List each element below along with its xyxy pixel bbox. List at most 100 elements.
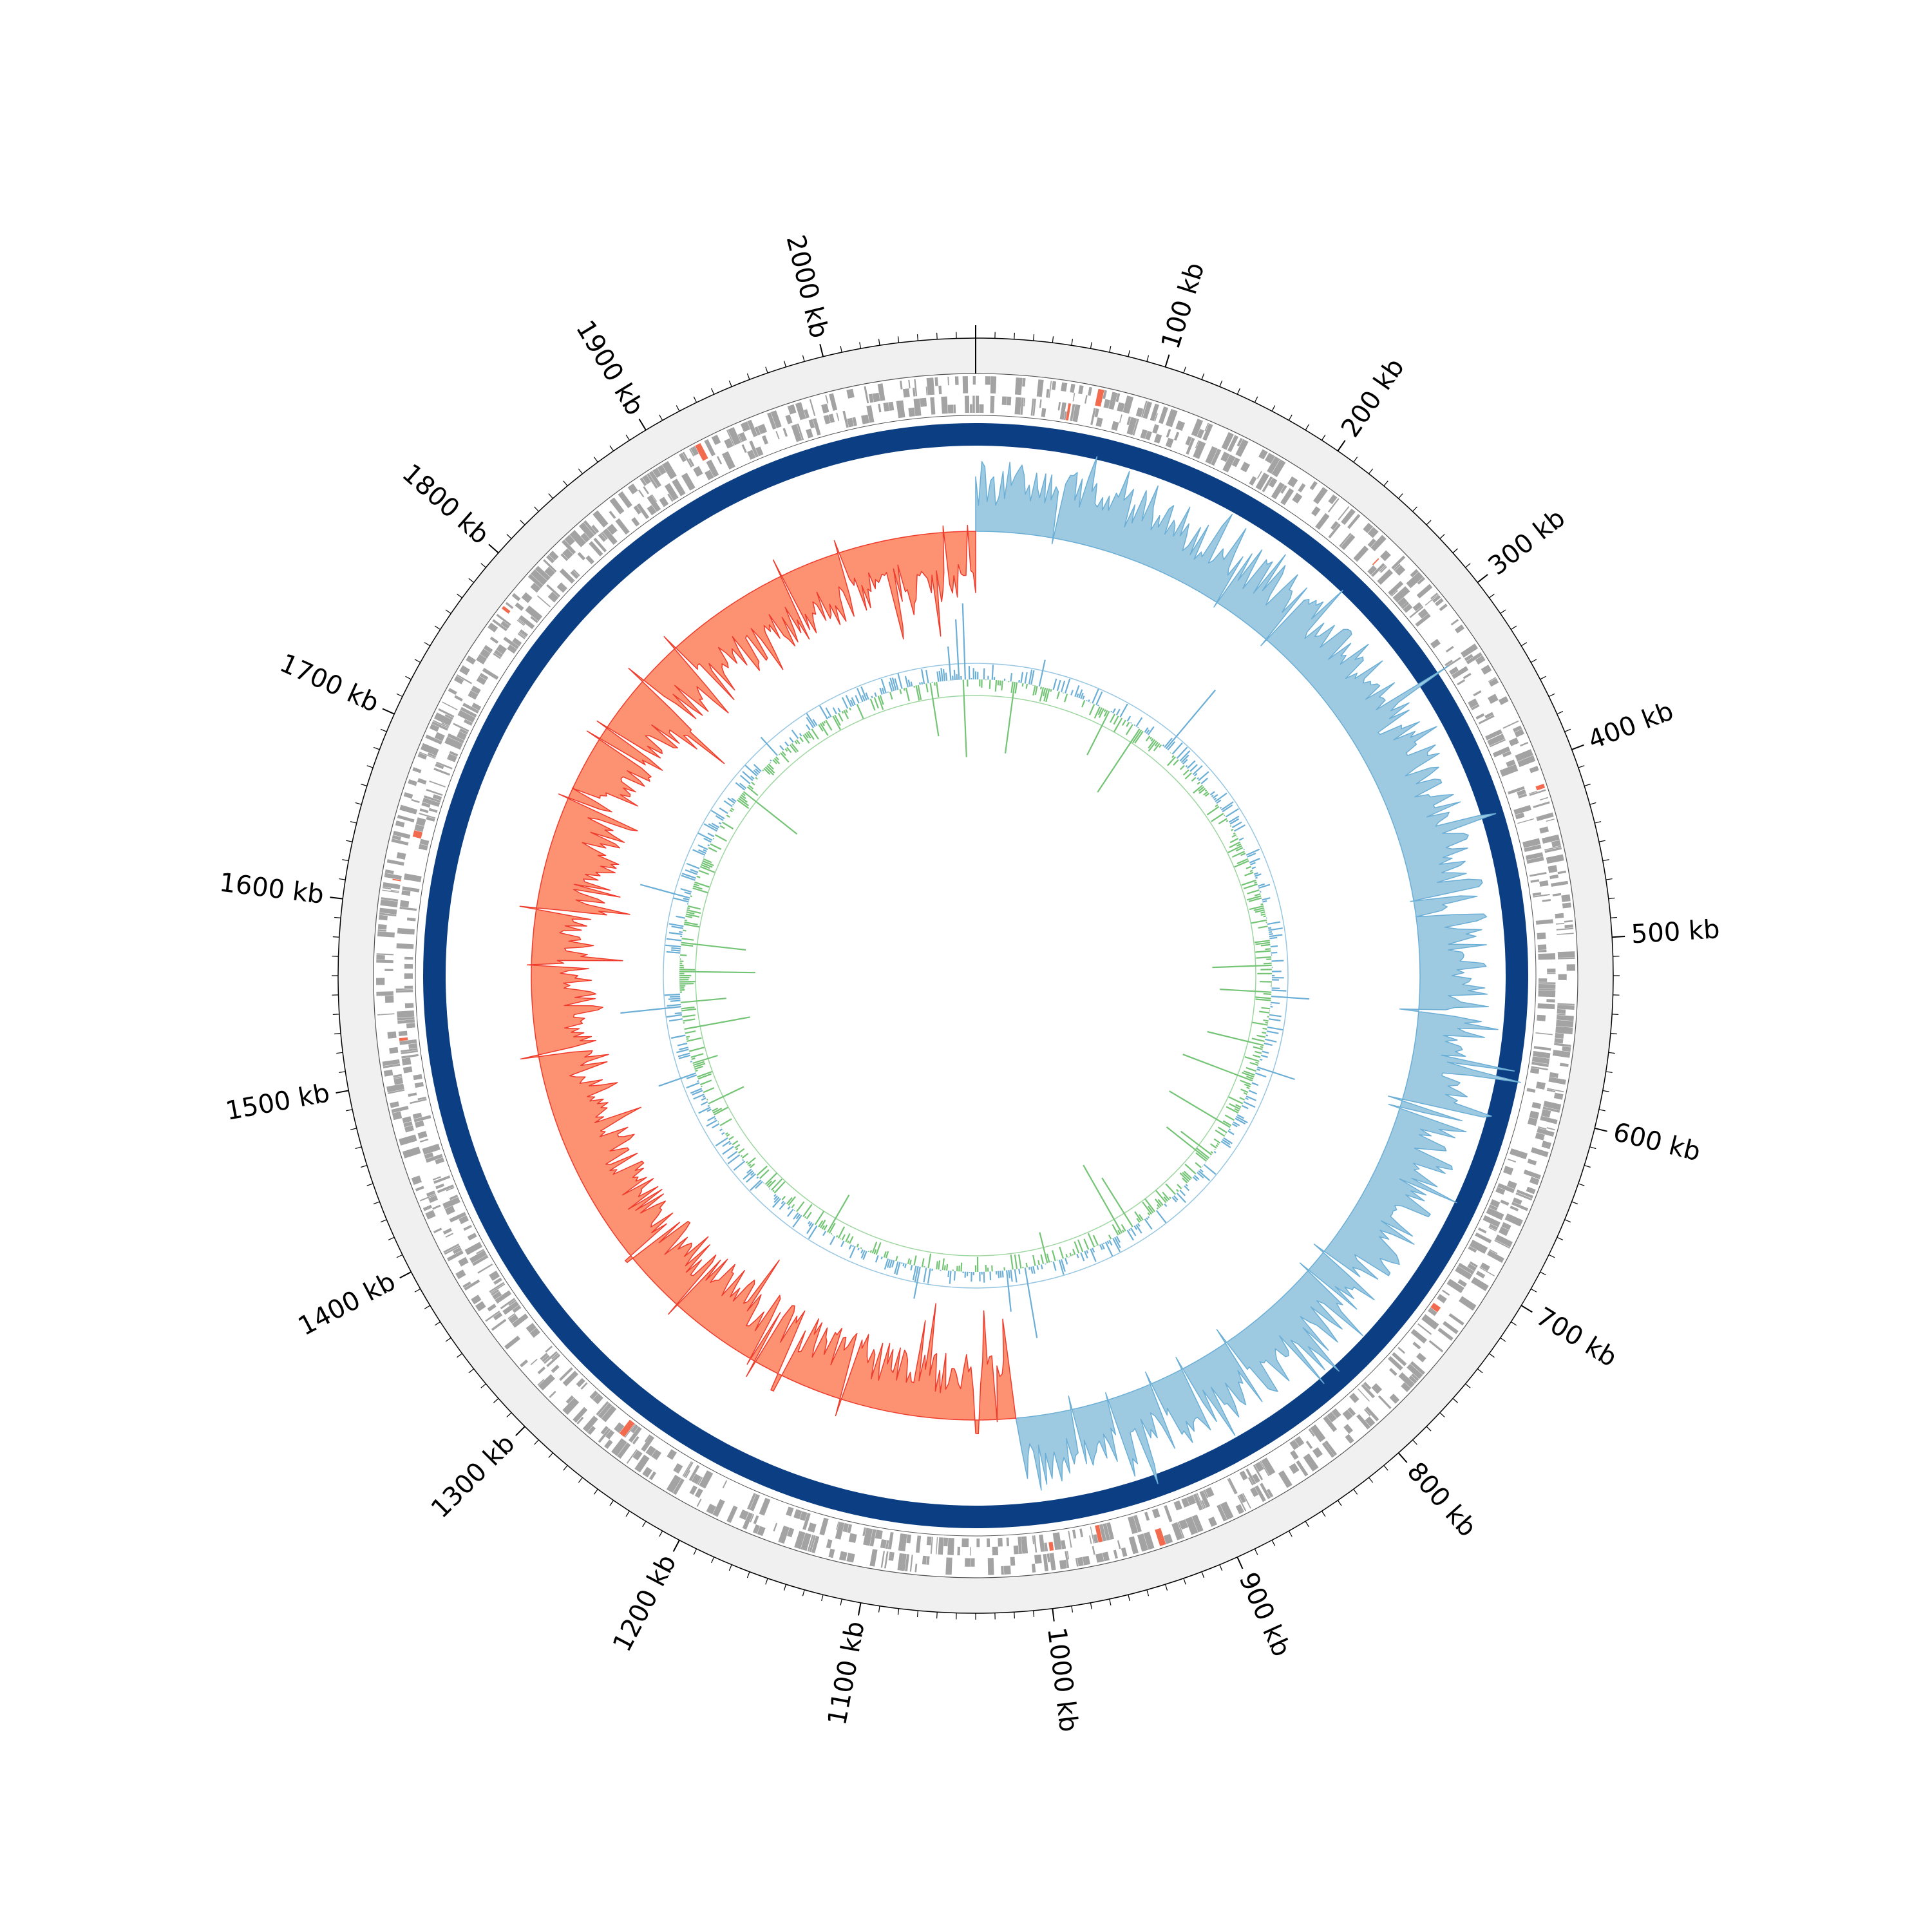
minor-tick [1183, 366, 1186, 374]
reverse-feature [1222, 454, 1236, 473]
reverse-feature [503, 636, 519, 650]
reverse-feature [507, 644, 517, 654]
reverse-feature [1538, 949, 1547, 952]
reverse-feature [624, 1423, 636, 1438]
reverse-feature [887, 1531, 894, 1549]
minor-tick [711, 388, 715, 395]
reverse-feature [1486, 1207, 1504, 1220]
reverse-feature [938, 1537, 944, 1555]
forward-feature [389, 1046, 399, 1054]
reverse-feature [1533, 893, 1550, 898]
reverse-feature [852, 417, 857, 426]
forward-feature [1459, 1296, 1477, 1311]
forward-feature [1437, 1327, 1454, 1341]
reverse-feature [1094, 408, 1099, 418]
forward-feature [908, 379, 911, 389]
minor-tick [332, 1014, 339, 1015]
reverse-feature [1211, 448, 1222, 466]
forward-feature [767, 412, 777, 430]
reverse-feature [1488, 1227, 1497, 1232]
gc-skew-negative [519, 525, 1017, 1435]
reverse-feature [397, 1017, 415, 1021]
reverse-feature [1446, 657, 1461, 668]
reverse-feature [1048, 1542, 1054, 1551]
reverse-feature [1538, 990, 1556, 998]
minor-tick [520, 520, 526, 526]
forward-feature [649, 1471, 657, 1481]
reverse-feature [806, 428, 813, 439]
reverse-feature [1201, 1500, 1206, 1509]
reverse-feature [1478, 715, 1495, 724]
forward-feature [1370, 535, 1387, 552]
forward-feature [1338, 506, 1350, 520]
reverse-feature [1013, 1545, 1019, 1555]
reverse-feature [1488, 1204, 1498, 1211]
minor-tick [396, 693, 403, 697]
reverse-feature [428, 808, 438, 813]
reverse-feature [401, 1048, 418, 1053]
forward-feature [1481, 665, 1492, 675]
forward-feature [544, 567, 555, 578]
minor-tick [1426, 1426, 1432, 1432]
major-tick [1397, 1452, 1408, 1463]
minor-tick [468, 1368, 475, 1374]
reverse-feature [1469, 1261, 1478, 1268]
reverse-feature [1256, 471, 1262, 479]
minor-tick [676, 405, 680, 412]
minor-tick [1564, 728, 1571, 732]
reverse-feature [836, 412, 840, 421]
reverse-feature [1231, 457, 1240, 468]
forward-feature [1258, 449, 1268, 460]
reverse-feature [782, 428, 788, 437]
reverse-feature [1072, 404, 1081, 422]
minor-tick [457, 593, 462, 598]
reverse-feature [1531, 1102, 1542, 1110]
reverse-feature [1290, 1450, 1299, 1460]
reverse-feature [540, 1352, 548, 1361]
forward-feature [426, 1190, 436, 1197]
reverse-feature [408, 1092, 417, 1097]
forward-feature [393, 1076, 402, 1079]
forward-feature [1141, 401, 1148, 418]
reverse-feature [941, 396, 948, 414]
reverse-feature [1181, 1497, 1190, 1508]
forward-feature [377, 931, 395, 938]
forward-feature [1439, 603, 1448, 611]
forward-feature [1555, 1026, 1573, 1035]
reverse-feature [869, 1529, 876, 1547]
forward-feature [391, 1106, 409, 1113]
minor-tick [1500, 1337, 1506, 1342]
reverse-feature [943, 1537, 949, 1547]
forward-feature [1535, 784, 1546, 791]
reverse-feature [1506, 1180, 1517, 1189]
reverse-feature [747, 1493, 757, 1510]
reverse-feature [491, 1289, 500, 1296]
reverse-feature [1342, 1409, 1353, 1421]
forward-feature [1547, 1088, 1564, 1093]
forward-feature [1163, 1533, 1173, 1544]
forward-feature [1177, 1521, 1185, 1539]
reverse-feature [399, 1039, 417, 1045]
reverse-feature [1437, 1294, 1447, 1303]
reverse-feature [750, 1493, 760, 1511]
reverse-feature [693, 466, 703, 477]
tick-label-700: 700 kb [1531, 1302, 1622, 1373]
gc-content-below [679, 679, 1273, 1273]
forward-feature [402, 1146, 421, 1159]
forward-feature [1022, 377, 1026, 387]
reverse-feature [1106, 1522, 1115, 1540]
forward-feature [821, 403, 829, 413]
reverse-feature [589, 1390, 599, 1400]
forward-feature [377, 923, 387, 930]
forward-feature [726, 1505, 738, 1523]
forward-feature [1450, 619, 1459, 626]
tick-label-1500: 1500 kb [223, 1078, 332, 1126]
tick-label-1300: 1300 kb [426, 1429, 521, 1524]
major-tick [399, 1271, 412, 1279]
forward-feature [1558, 974, 1567, 980]
minor-tick [1201, 373, 1205, 380]
reverse-feature [544, 1350, 558, 1364]
forward-feature [1557, 951, 1575, 958]
reverse-feature [426, 788, 443, 796]
forward-feature [605, 1430, 615, 1440]
